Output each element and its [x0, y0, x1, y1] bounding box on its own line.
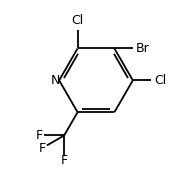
Text: Br: Br	[136, 42, 150, 55]
Text: Cl: Cl	[155, 74, 167, 87]
Text: F: F	[39, 142, 46, 155]
Text: Cl: Cl	[71, 14, 84, 27]
Text: F: F	[61, 154, 68, 167]
Text: N: N	[51, 74, 60, 87]
Text: F: F	[36, 129, 43, 142]
